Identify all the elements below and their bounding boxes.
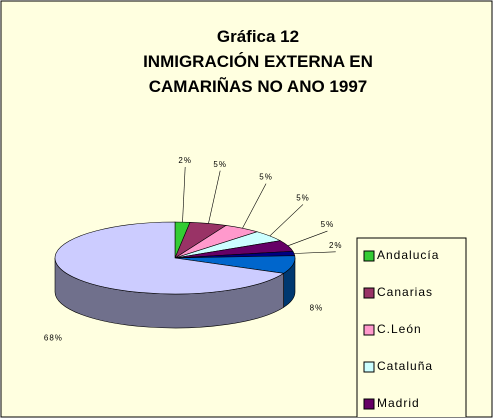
slice [54, 221, 285, 295]
legend-box [356, 237, 467, 417]
leader-line [242, 183, 267, 229]
legend-label: Madrid [377, 396, 420, 410]
data-label: 5% [259, 173, 273, 182]
legend-swatch [363, 398, 375, 410]
chart-title: Gráfica 12 [217, 27, 299, 46]
data-label: 8% [310, 303, 324, 312]
legend: Andalucía Canarias C.León Cataluña Madrid [356, 237, 467, 417]
legend-label: Andalucía [377, 248, 439, 262]
legend-label: Cataluña [377, 359, 433, 373]
data-label: 5% [321, 220, 335, 229]
data-label: 5% [213, 160, 227, 169]
legend-swatch [363, 324, 375, 336]
leader-line [182, 166, 186, 223]
legend-swatch [363, 361, 375, 373]
chart-title: CAMARIÑAS NO ANO 1997 [149, 76, 368, 96]
leader-line [208, 170, 221, 224]
legend-label: C.León [377, 322, 422, 336]
leader-line [294, 251, 336, 254]
data-label: 2% [329, 241, 343, 250]
data-label: 68% [44, 333, 63, 342]
chart-title: INMIGRACIÓN EXTERNA EN [143, 52, 373, 71]
data-label: 2% [178, 156, 192, 165]
leader-line [269, 204, 304, 237]
legend-label: Canarias [377, 285, 433, 299]
legend-swatch [363, 250, 375, 262]
leader-line [287, 230, 328, 247]
legend-swatch [363, 287, 375, 299]
data-label: 5% [296, 194, 310, 203]
